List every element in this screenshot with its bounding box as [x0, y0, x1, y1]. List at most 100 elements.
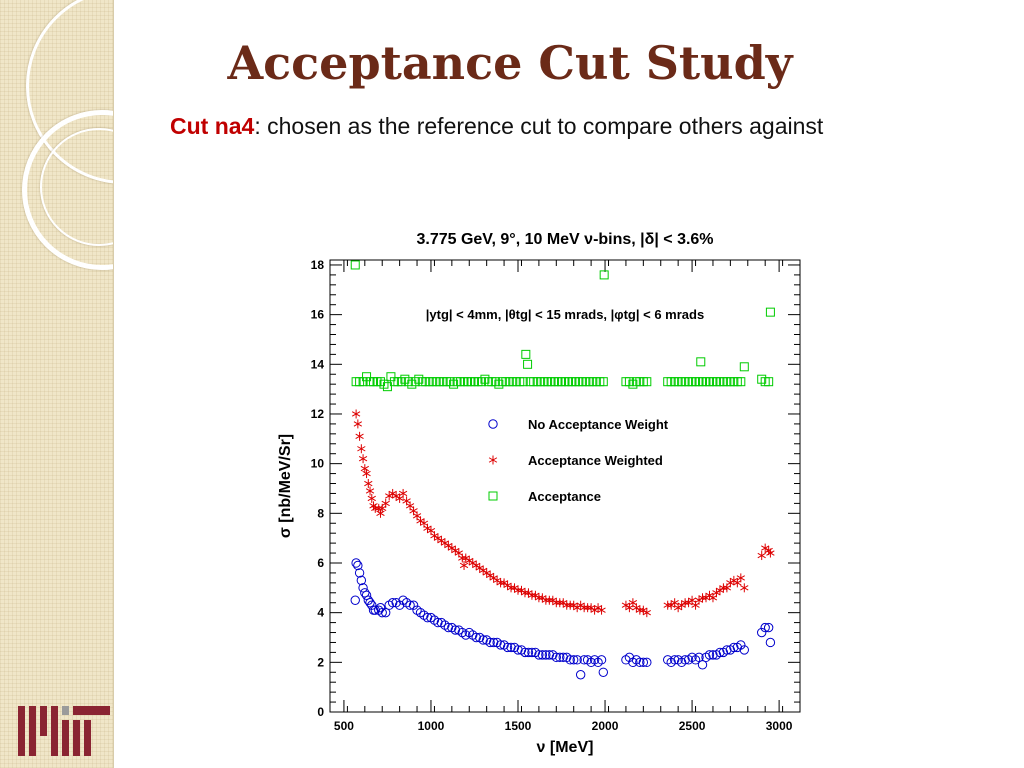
- data-point: [386, 372, 396, 382]
- data-point: [736, 640, 746, 650]
- data-point: [513, 585, 523, 595]
- cross-section-chart: 3.775 GeV, 9°, 10 MeV ν-bins, |δ| < 3.6%…: [277, 231, 801, 756]
- data-point: [544, 650, 555, 660]
- data-point: [527, 647, 537, 658]
- legend-label: Acceptance: [528, 489, 601, 504]
- data-point: [414, 374, 424, 384]
- legend-label: Acceptance Weighted: [528, 453, 663, 468]
- data-point: [722, 645, 732, 655]
- data-point: [364, 479, 373, 489]
- data-point: [367, 493, 376, 503]
- series-asterisk: [351, 409, 775, 618]
- data-point: [545, 595, 554, 605]
- data-point: [360, 588, 370, 598]
- data-point: [765, 637, 776, 648]
- data-point: [490, 377, 500, 387]
- x-axis: 500 1000 1500 2000 2500 3000: [329, 260, 801, 733]
- data-point: [358, 454, 368, 464]
- data-point: [534, 593, 544, 603]
- data-point: [480, 374, 490, 384]
- data-point: [382, 382, 392, 392]
- data-point: [496, 578, 505, 588]
- data-point: [624, 652, 635, 663]
- data-point: [520, 588, 530, 598]
- data-point: [760, 622, 770, 633]
- data-point: [370, 605, 380, 615]
- x-tick-label: 3000: [766, 719, 793, 733]
- data-point: [541, 650, 551, 660]
- data-point: [433, 617, 443, 628]
- data-point: [597, 605, 606, 615]
- data-point: [757, 551, 766, 561]
- decorative-sidebar: [0, 0, 114, 768]
- data-point: [669, 655, 680, 665]
- data-point: [478, 635, 488, 645]
- y-tick-label: 8: [317, 506, 324, 520]
- data-point: [445, 377, 455, 387]
- data-point: [697, 660, 708, 670]
- data-point: [513, 645, 523, 655]
- data-point: [765, 307, 775, 317]
- y-tick-label: 18: [311, 258, 325, 272]
- data-point: [736, 377, 746, 387]
- data-point: [579, 603, 589, 613]
- data-point: [558, 652, 568, 663]
- data-point: [410, 377, 420, 387]
- legend-label: No Acceptance Weight: [528, 417, 669, 432]
- data-point: [698, 593, 707, 603]
- data-point: [764, 377, 774, 387]
- data-point: [443, 622, 454, 633]
- data-point: [566, 600, 575, 610]
- data-point: [365, 598, 375, 608]
- data-point: [638, 657, 649, 668]
- data-point: [757, 627, 767, 638]
- data-point: [598, 377, 608, 387]
- x-tick-label: 2000: [592, 719, 619, 733]
- data-point: [362, 372, 372, 382]
- data-point: [488, 637, 499, 648]
- data-point: [523, 359, 533, 369]
- data-point: [396, 377, 406, 387]
- data-point: [715, 647, 725, 658]
- y-tick-label: 0: [317, 705, 324, 719]
- series-square: [350, 260, 775, 392]
- data-point: [376, 508, 385, 518]
- series-circle: [350, 558, 776, 680]
- data-point: [628, 379, 638, 389]
- data-point: [572, 655, 582, 665]
- data-point: [354, 568, 365, 578]
- y-tick-label: 14: [311, 357, 325, 371]
- data-point: [562, 600, 571, 610]
- data-point: [381, 498, 390, 508]
- data-point: [704, 650, 715, 660]
- data-point: [365, 486, 375, 496]
- data-point: [635, 605, 645, 615]
- data-point: [375, 377, 385, 387]
- data-point: [736, 573, 745, 583]
- data-point: [599, 270, 609, 280]
- data-point: [579, 655, 589, 665]
- data-point: [353, 419, 363, 429]
- data-point: [363, 595, 373, 605]
- data-point: [471, 632, 481, 643]
- data-point: [358, 377, 368, 387]
- subtitle-text: : chosen as the reference cut to compare…: [254, 113, 824, 139]
- data-point: [596, 655, 607, 665]
- data-point: [523, 647, 534, 658]
- x-tick-label: 1000: [418, 719, 445, 733]
- data-point: [520, 647, 530, 658]
- data-point: [680, 655, 690, 665]
- data-point: [537, 650, 548, 660]
- data-point: [458, 553, 467, 563]
- data-point: [350, 595, 360, 605]
- data-point: [485, 637, 495, 648]
- legend-marker: [488, 419, 498, 429]
- data-point: [379, 379, 389, 389]
- data-point: [521, 349, 531, 359]
- data-point: [642, 608, 651, 618]
- data-point: [408, 600, 419, 610]
- y-tick-label: 6: [317, 556, 324, 570]
- data-point: [642, 377, 652, 387]
- data-point: [351, 409, 361, 419]
- data-point: [502, 642, 513, 653]
